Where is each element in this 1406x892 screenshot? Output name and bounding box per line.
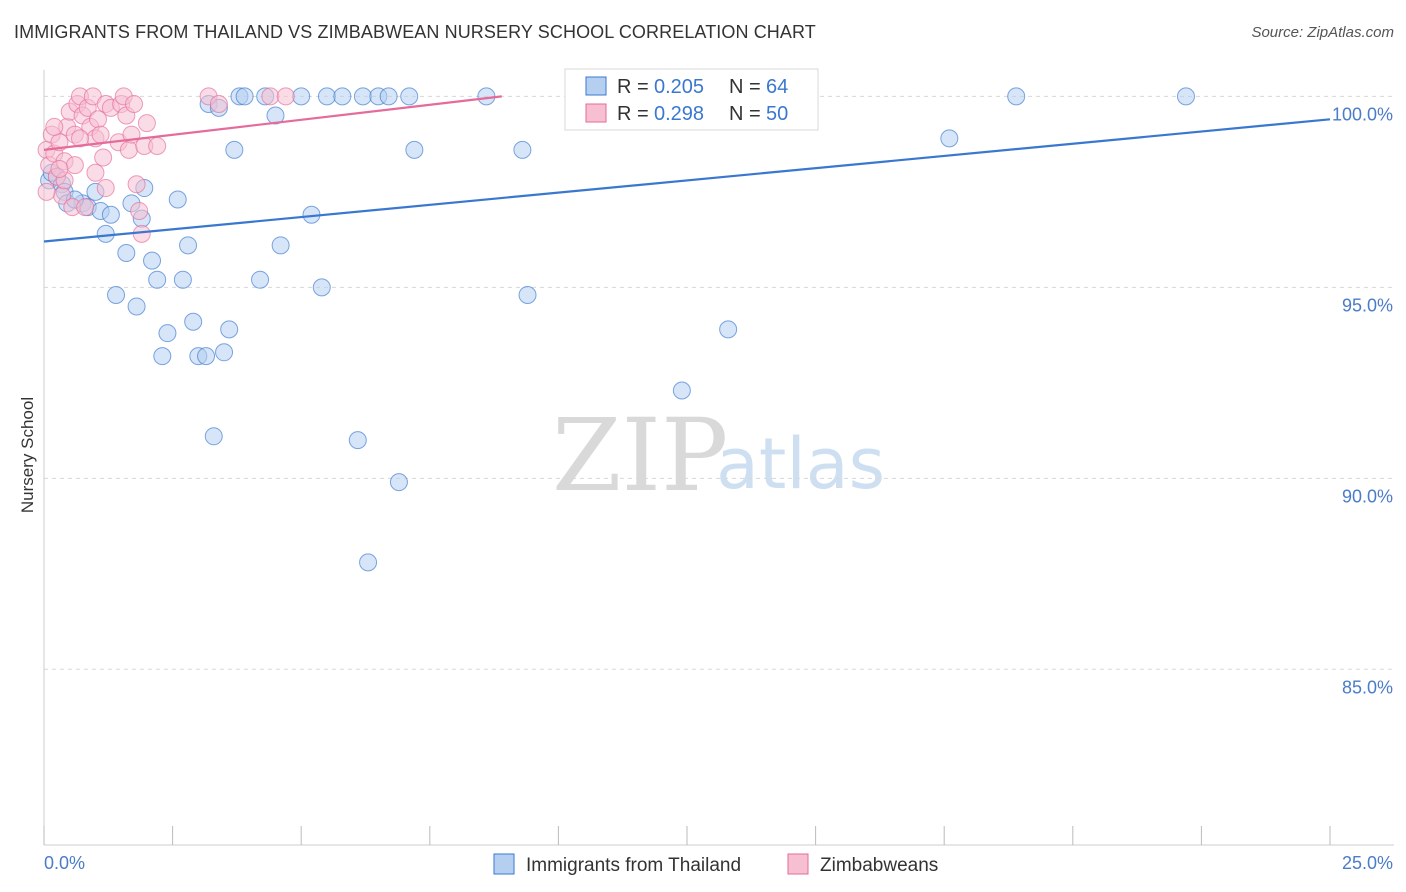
point-thailand: [348, 431, 367, 450]
stats-blue-n-label: N =: [729, 76, 761, 98]
point-thailand: [317, 87, 336, 106]
point-thailand: [215, 343, 234, 362]
legend-zimbabwe-swatch: [787, 853, 809, 875]
point-thailand: [312, 278, 331, 297]
point-thailand: [184, 312, 203, 331]
stats-pink-swatch: [585, 103, 607, 123]
point-thailand: [266, 106, 285, 125]
stats-box-frame: [564, 68, 819, 131]
legend-thailand-swatch: [493, 853, 515, 875]
x-tick-label-max: 25.0%: [1342, 853, 1393, 873]
point-thailand: [940, 129, 959, 148]
point-thailand: [101, 205, 120, 224]
point-thailand: [513, 140, 532, 159]
point-zimbabwe: [119, 140, 138, 159]
point-thailand: [1176, 87, 1195, 106]
stats-blue-swatch: [585, 76, 607, 96]
point-zimbabwe: [91, 125, 110, 144]
y-tick-label: 95.0%: [1342, 295, 1393, 315]
point-zimbabwe: [37, 182, 56, 201]
trend-line-zimbabwe: [43, 95, 502, 151]
watermark-zip: ZIP: [552, 397, 728, 514]
point-zimbabwe: [50, 159, 69, 178]
grid-lines: [44, 95, 1394, 670]
stats-pink-n-label: N =: [729, 103, 761, 125]
point-thailand: [518, 285, 537, 304]
point-zimbabwe: [86, 163, 105, 182]
point-zimbabwe: [276, 87, 295, 106]
point-zimbabwe: [148, 137, 167, 156]
point-thailand: [353, 87, 372, 106]
point-zimbabwe: [261, 87, 280, 106]
source-credit: Source: ZipAtlas.com: [1251, 24, 1394, 41]
point-thailand: [197, 347, 216, 366]
point-thailand: [405, 140, 424, 159]
point-thailand: [333, 87, 352, 106]
y-axis-tick-labels: 100.0% 95.0% 90.0% 85.0%: [1332, 104, 1393, 697]
point-thailand: [389, 473, 408, 492]
point-zimbabwe: [65, 156, 84, 175]
point-zimbabwe: [71, 129, 90, 148]
point-thailand: [379, 87, 398, 106]
point-zimbabwe: [130, 201, 149, 220]
stats-blue-r-label: R =: [617, 76, 649, 98]
point-thailand: [719, 320, 738, 339]
chart-title: IMMIGRANTS FROM THAILAND VS ZIMBABWEAN N…: [14, 22, 816, 42]
point-zimbabwe: [127, 175, 146, 194]
point-thailand: [225, 140, 244, 159]
point-zimbabwe: [96, 179, 115, 198]
legend-zimbabwe-label: Zimbabweans: [820, 855, 938, 876]
point-zimbabwe: [76, 198, 95, 217]
point-thailand: [179, 236, 198, 255]
point-zimbabwe: [137, 114, 156, 133]
point-thailand: [158, 324, 177, 343]
point-thailand: [107, 285, 126, 304]
point-thailand: [672, 381, 691, 400]
point-thailand: [168, 190, 187, 209]
point-thailand: [220, 320, 239, 339]
y-tick-label: 85.0%: [1342, 677, 1393, 697]
point-thailand: [143, 251, 162, 270]
point-thailand: [1007, 87, 1026, 106]
point-thailand: [271, 236, 290, 255]
legend-thailand-label: Immigrants from Thailand: [526, 855, 741, 876]
point-thailand: [96, 224, 115, 243]
point-thailand: [204, 427, 223, 446]
stats-pink-n-value: 50: [766, 103, 788, 125]
point-thailand: [400, 87, 419, 106]
trend-line-thailand: [43, 118, 1331, 243]
x-axis-ticks: [43, 826, 1331, 845]
point-thailand: [292, 87, 311, 106]
watermark-atlas: atlas: [716, 423, 885, 505]
point-thailand: [148, 270, 167, 289]
x-tick-label-min: 0.0%: [44, 853, 85, 873]
point-thailand: [251, 270, 270, 289]
stats-box: R = 0.205 N = 64 R = 0.298 N = 50: [564, 68, 819, 131]
point-thailand: [235, 87, 254, 106]
y-tick-label: 90.0%: [1342, 486, 1393, 506]
point-thailand: [173, 270, 192, 289]
stats-blue-n-value: 64: [766, 76, 788, 98]
series-zimbabwe-points: [37, 87, 295, 243]
stats-blue-r-value: 0.205: [654, 76, 704, 98]
point-thailand: [127, 297, 146, 316]
point-zimbabwe: [209, 95, 228, 114]
y-tick-label: 100.0%: [1332, 104, 1393, 124]
legend: Immigrants from Thailand Zimbabweans: [493, 853, 938, 876]
trend-lines: [43, 95, 1331, 243]
point-thailand: [359, 553, 378, 572]
point-zimbabwe: [125, 95, 144, 114]
point-thailand: [153, 347, 172, 366]
point-thailand: [117, 243, 136, 262]
point-zimbabwe: [45, 117, 64, 136]
stats-pink-r-label: R =: [617, 103, 649, 125]
stats-pink-r-value: 0.298: [654, 103, 704, 125]
point-zimbabwe: [94, 148, 113, 167]
point-thailand: [477, 87, 496, 106]
